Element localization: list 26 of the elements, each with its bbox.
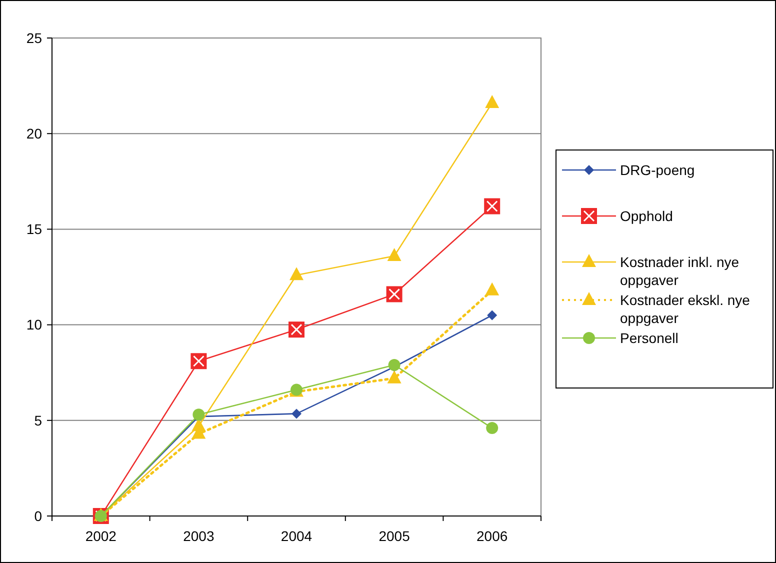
legend-label: Personell — [620, 330, 678, 346]
x-tick-label: 2004 — [280, 528, 312, 544]
x-tick-label: 2002 — [85, 528, 117, 544]
point — [192, 408, 205, 421]
x-tick-label: 2003 — [183, 528, 214, 544]
point — [290, 267, 304, 280]
y-tick-label: 25 — [26, 30, 42, 46]
y-tick-label: 5 — [34, 412, 42, 428]
point — [485, 282, 500, 296]
point — [487, 310, 498, 320]
point — [387, 370, 402, 384]
y-tick-label: 0 — [34, 508, 42, 524]
x-tick-label: 2005 — [378, 528, 410, 544]
y-tick-label: 20 — [26, 126, 42, 142]
point — [486, 422, 498, 434]
y-tick-label: 10 — [26, 316, 42, 333]
point — [388, 358, 400, 371]
legend-label: Kostnader inkl. nye oppgaver — [620, 254, 740, 288]
legend-label: Kostnader ekskl. nye oppgaver — [620, 292, 750, 326]
legend-label: Opphold — [620, 208, 673, 224]
legend-label: DRG-poeng — [620, 162, 695, 178]
point — [292, 408, 302, 419]
x-tick-label: 2006 — [476, 528, 508, 544]
point — [387, 248, 402, 261]
y-tick-label: 15 — [26, 221, 42, 238]
point — [485, 95, 500, 108]
